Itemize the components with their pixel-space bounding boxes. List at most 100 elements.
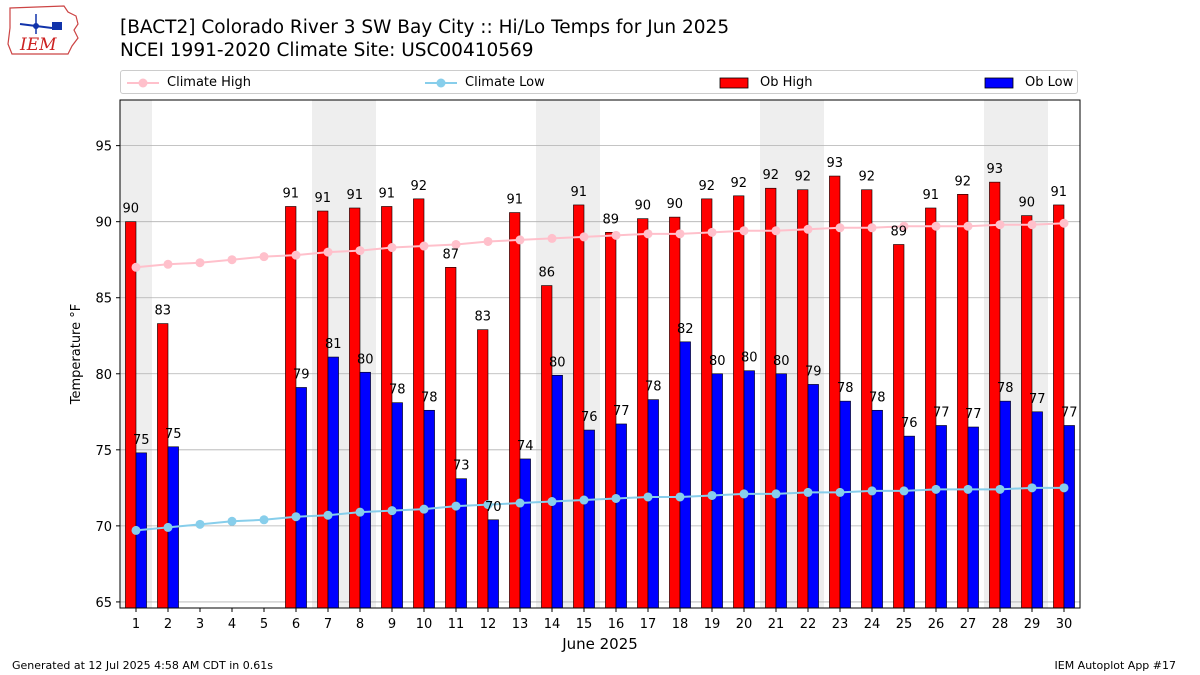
ob-high-bar [477, 329, 489, 609]
ob-high-bar [573, 204, 585, 609]
ob-low-bar-label: 75 [165, 427, 182, 442]
climate-low-point [707, 490, 717, 500]
ob-high-bar [733, 195, 745, 609]
ob-high-bar [349, 207, 361, 609]
ob-high-bar-label: 90 [634, 199, 651, 214]
x-tick-label: 9 [388, 617, 396, 632]
climate-low-point [323, 510, 333, 520]
climate-low-point [483, 500, 493, 510]
climate-low-point [163, 522, 173, 532]
x-tick-label: 22 [800, 617, 817, 632]
climate-low-point [579, 495, 589, 505]
ob-high-bar [829, 175, 841, 609]
climate-low-point [739, 489, 749, 499]
x-tick-label: 14 [544, 617, 561, 632]
x-tick-label: 7 [324, 617, 332, 632]
weekend-band [536, 100, 568, 608]
ob-low-bar [487, 519, 499, 609]
weekend-band [760, 100, 792, 608]
ob-low-bar-label: 79 [293, 367, 310, 382]
ob-low-bar-label: 81 [325, 337, 342, 352]
ob-low-bar-label: 80 [549, 355, 566, 370]
x-tick-label: 26 [928, 617, 945, 632]
climate-low-point [451, 501, 461, 511]
ob-low-bar-label: 80 [357, 352, 374, 367]
climate-low-point [675, 492, 685, 502]
climate-high-point [131, 262, 141, 272]
ob-low-bar-label: 78 [645, 380, 662, 395]
climate-high-point [803, 224, 813, 234]
climate-high-point [195, 258, 205, 268]
ob-low-bar-label: 79 [805, 364, 822, 379]
y-tick-label: 80 [95, 368, 112, 383]
x-tick-label: 5 [260, 617, 268, 632]
climate-high-point [259, 252, 269, 262]
x-tick-label: 12 [480, 617, 497, 632]
climate-high-point [323, 247, 333, 257]
ob-high-bar [285, 206, 297, 609]
climate-high-point [451, 239, 461, 249]
ob-low-bar [583, 429, 595, 609]
x-tick-label: 13 [512, 617, 529, 632]
climate-high-point [227, 255, 237, 265]
climate-high-point [355, 246, 365, 256]
weekend-band [120, 100, 152, 608]
climate-low-point [611, 493, 621, 503]
x-tick-label: 6 [292, 617, 300, 632]
ob-low-bar-label: 76 [901, 416, 918, 431]
ob-low-bar-label: 78 [421, 390, 438, 405]
x-tick-label: 4 [228, 617, 236, 632]
ob-low-bar [775, 373, 787, 609]
climate-high-point [611, 230, 621, 240]
plot-frame [119, 99, 1081, 609]
ob-low-bar-label: 80 [773, 354, 790, 369]
x-tick-label: 21 [768, 617, 785, 632]
x-tick-label: 29 [1024, 617, 1041, 632]
climate-low-point [803, 487, 813, 497]
legend-line-marker-icon [425, 78, 457, 88]
ob-low-bar [359, 371, 371, 609]
ob-high-bar [669, 216, 681, 609]
climate-high-point [739, 226, 749, 236]
x-tick-label: 10 [416, 617, 433, 632]
climate-low-point [227, 516, 237, 526]
ob-low-bar [455, 478, 467, 609]
ob-low-bar [679, 341, 691, 609]
ob-high-bar-label: 86 [538, 266, 555, 281]
climate-low-point [131, 525, 141, 535]
ob-low-bar [807, 384, 819, 609]
climate-low-point [899, 486, 909, 496]
ob-high-bar [541, 285, 553, 609]
chart-legend: Climate High Climate Low Ob High Ob Low [120, 70, 1078, 94]
x-tick-label: 11 [448, 617, 465, 632]
ob-high-bar-label: 92 [794, 170, 811, 185]
ob-high-bar-label: 92 [858, 170, 875, 185]
ob-low-bar-label: 73 [453, 459, 470, 474]
weekend-band [984, 100, 1016, 608]
y-tick-label: 90 [95, 216, 112, 231]
ob-high-bar-label: 90 [122, 202, 139, 217]
x-tick-label: 30 [1056, 617, 1073, 632]
ob-low-bar-label: 78 [389, 383, 406, 398]
ob-high-bar-label: 91 [506, 193, 523, 208]
ob-high-bar-label: 89 [890, 224, 907, 239]
climate-high-point [291, 250, 301, 260]
climate-high-point [1027, 220, 1037, 230]
climate-high-point [163, 259, 173, 269]
y-tick-label: 75 [95, 444, 112, 459]
x-tick-label: 1 [132, 617, 140, 632]
ob-high-bar-label: 91 [378, 186, 395, 201]
climate-low-point [995, 484, 1005, 494]
x-tick-label: 20 [736, 617, 753, 632]
y-axis-label: Temperature °F [69, 304, 84, 405]
ob-high-bar-label: 87 [442, 247, 459, 262]
climate-high-point [931, 221, 941, 231]
ob-high-bar-label: 93 [826, 156, 843, 171]
ob-high-bar-label: 91 [346, 188, 363, 203]
app-footer: IEM Autoplot App #17 [1054, 659, 1177, 672]
ob-low-bar-label: 77 [613, 404, 630, 419]
ob-high-bar [1053, 204, 1065, 609]
ob-low-bar-label: 77 [965, 407, 982, 422]
climate-low-line [135, 486, 1064, 532]
